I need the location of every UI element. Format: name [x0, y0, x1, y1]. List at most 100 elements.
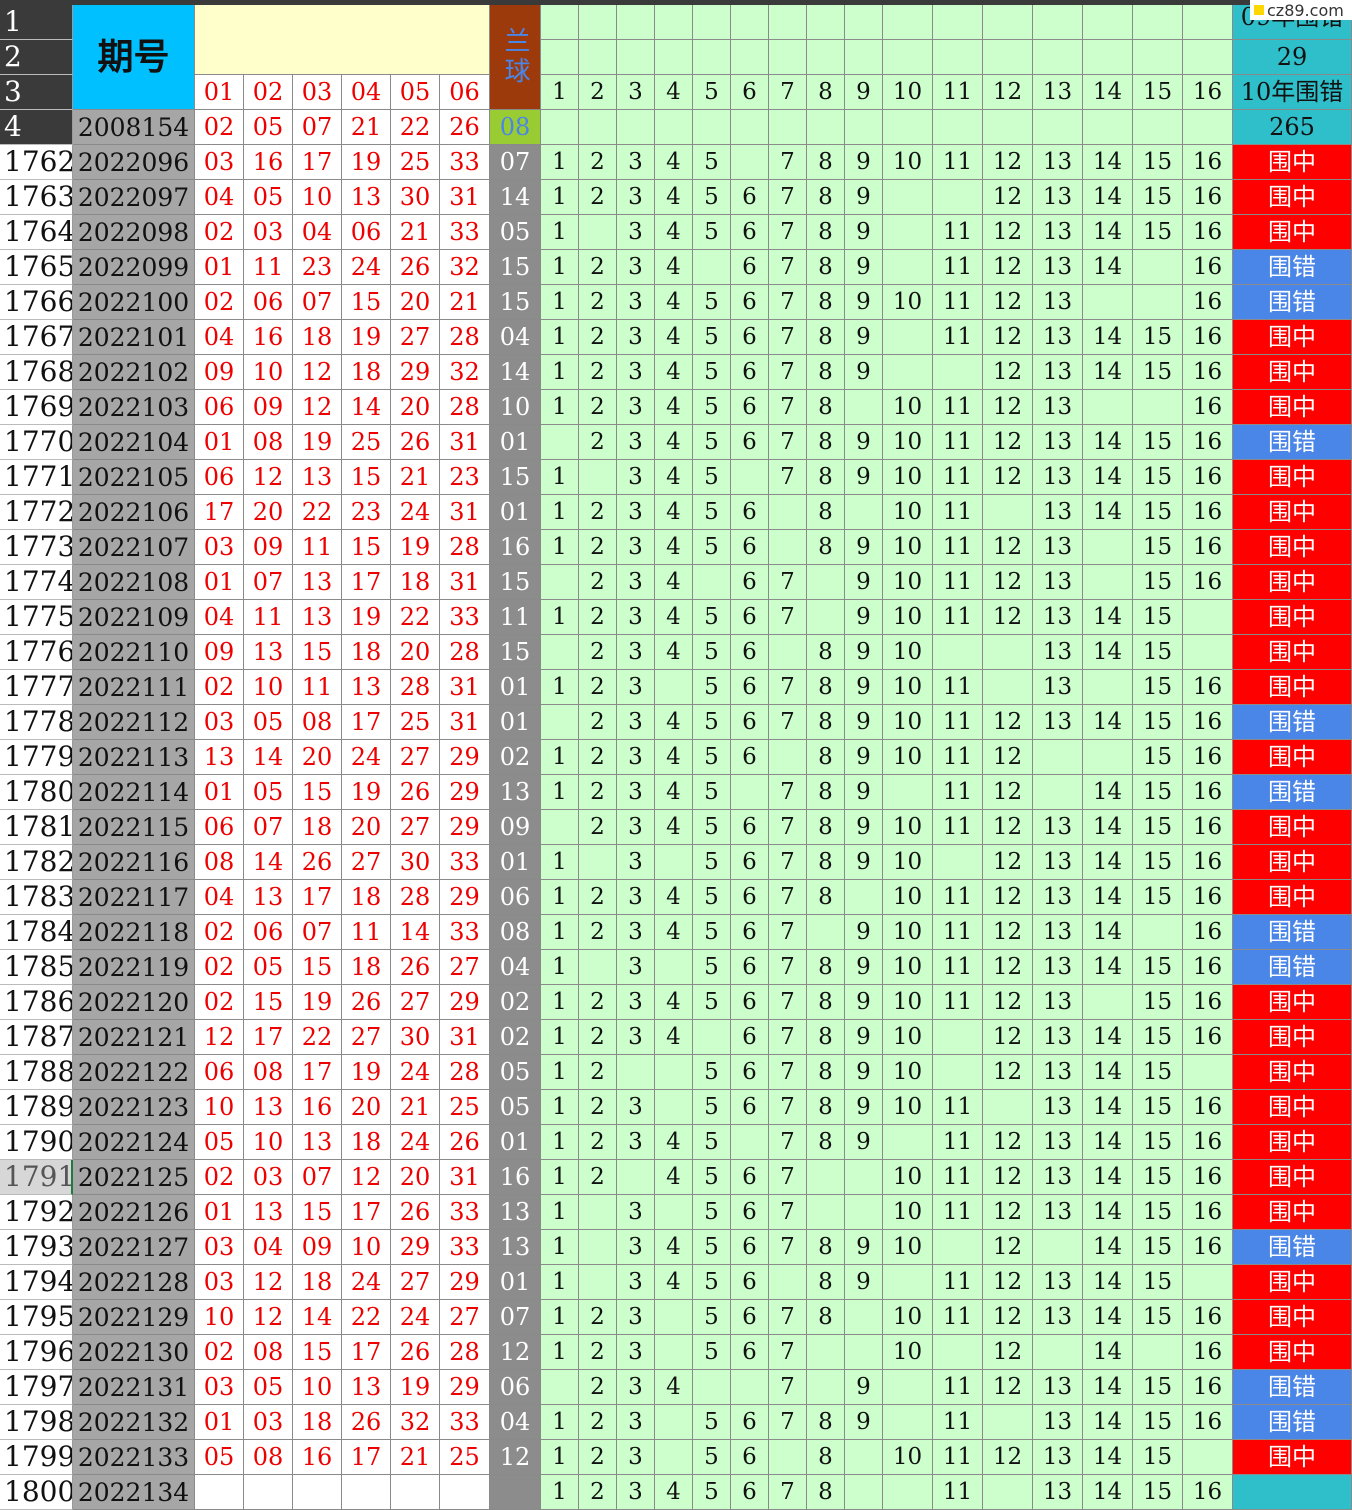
number-column-label[interactable]: 6: [731, 75, 769, 110]
red-ball[interactable]: 29: [391, 1230, 440, 1265]
candidate-number[interactable]: 16: [1183, 285, 1233, 320]
candidate-number[interactable]: 8: [807, 215, 845, 250]
red-ball-header-blank[interactable]: [195, 5, 490, 75]
candidate-number[interactable]: [1083, 985, 1133, 1020]
candidate-number[interactable]: 13: [1033, 1090, 1083, 1125]
result-hit[interactable]: 围中: [1233, 215, 1352, 250]
red-ball[interactable]: 11: [293, 530, 342, 565]
candidate-number[interactable]: 2: [579, 320, 617, 355]
candidate-number[interactable]: 9: [845, 740, 883, 775]
red-ball[interactable]: 18: [293, 810, 342, 845]
red-ball[interactable]: 20: [391, 285, 440, 320]
candidate-number[interactable]: 4: [655, 600, 693, 635]
red-ball[interactable]: 17: [293, 1055, 342, 1090]
red-ball[interactable]: 03: [195, 145, 244, 180]
red-ball[interactable]: 07: [293, 915, 342, 950]
candidate-number[interactable]: 6: [731, 250, 769, 285]
candidate-number[interactable]: 11: [933, 495, 983, 530]
candidate-number[interactable]: 13: [1033, 355, 1083, 390]
candidate-number[interactable]: 15: [1133, 705, 1183, 740]
red-ball[interactable]: 27: [342, 1020, 391, 1055]
candidate-number[interactable]: [1083, 740, 1133, 775]
red-ball[interactable]: 19: [391, 530, 440, 565]
red-ball[interactable]: 27: [391, 810, 440, 845]
candidate-number[interactable]: 13: [1033, 985, 1083, 1020]
result-miss[interactable]: 围错: [1233, 705, 1352, 740]
candidate-number[interactable]: 4: [655, 250, 693, 285]
candidate-number[interactable]: 1: [541, 355, 579, 390]
issue-number[interactable]: 2022110: [73, 635, 195, 670]
candidate-number[interactable]: 10: [883, 285, 933, 320]
issue-number[interactable]: 2022097: [73, 180, 195, 215]
candidate-number[interactable]: 10: [883, 635, 933, 670]
blue-ball[interactable]: 05: [490, 215, 541, 250]
issue-number[interactable]: 2022101: [73, 320, 195, 355]
number-header-blank[interactable]: [1033, 40, 1083, 75]
issue-number[interactable]: 2022120: [73, 985, 195, 1020]
candidate-number[interactable]: 1: [541, 915, 579, 950]
row-number[interactable]: 1800: [0, 1475, 73, 1510]
candidate-number[interactable]: 13: [1033, 1475, 1083, 1510]
red-ball[interactable]: 15: [342, 285, 391, 320]
candidate-number[interactable]: 7: [769, 145, 807, 180]
row-number[interactable]: 1781: [0, 810, 73, 845]
candidate-number[interactable]: 10: [883, 1055, 933, 1090]
candidate-number[interactable]: 13: [1033, 1125, 1083, 1160]
red-ball[interactable]: 03: [195, 1265, 244, 1300]
candidate-number[interactable]: 13: [1033, 1195, 1083, 1230]
candidate-number[interactable]: 16: [1183, 915, 1233, 950]
issue-number[interactable]: 2022096: [73, 145, 195, 180]
candidate-number[interactable]: 1: [541, 495, 579, 530]
candidate-number[interactable]: 12: [983, 1370, 1033, 1405]
red-ball[interactable]: 11: [244, 600, 293, 635]
candidate-number[interactable]: 4: [655, 1160, 693, 1195]
candidate-number[interactable]: 16: [1183, 425, 1233, 460]
candidate-number[interactable]: 6: [731, 740, 769, 775]
red-ball[interactable]: 18: [293, 320, 342, 355]
row-number[interactable]: 1799: [0, 1440, 73, 1475]
candidate-number[interactable]: 12: [983, 320, 1033, 355]
candidate-number[interactable]: 7: [769, 915, 807, 950]
candidate-number[interactable]: 11: [933, 1405, 983, 1440]
red-ball[interactable]: 01: [195, 565, 244, 600]
candidate-number[interactable]: [1133, 915, 1183, 950]
candidate-number[interactable]: 3: [617, 1265, 655, 1300]
issue-number[interactable]: 2022129: [73, 1300, 195, 1335]
candidate-number[interactable]: 14: [1083, 1125, 1133, 1160]
candidate-number[interactable]: 16: [1183, 775, 1233, 810]
red-ball[interactable]: 15: [293, 775, 342, 810]
blue-ball[interactable]: 01: [490, 845, 541, 880]
red-ball[interactable]: 19: [342, 775, 391, 810]
candidate-number[interactable]: 16: [1183, 1090, 1233, 1125]
candidate-number[interactable]: [845, 495, 883, 530]
candidate-number[interactable]: 5: [693, 810, 731, 845]
result-miss[interactable]: 围错: [1233, 1230, 1352, 1265]
candidate-number[interactable]: 3: [617, 460, 655, 495]
candidate-number[interactable]: 15: [1133, 1090, 1183, 1125]
candidate-number[interactable]: 5: [693, 145, 731, 180]
candidate-number[interactable]: 5: [693, 880, 731, 915]
red-ball[interactable]: 26: [342, 1405, 391, 1440]
candidate-number[interactable]: 16: [1183, 460, 1233, 495]
candidate-number[interactable]: 16: [1183, 705, 1233, 740]
candidate-number[interactable]: 14: [1083, 460, 1133, 495]
candidate-number[interactable]: 8: [807, 880, 845, 915]
red-ball[interactable]: 26: [391, 1195, 440, 1230]
row-number[interactable]: 1787: [0, 1020, 73, 1055]
row-number[interactable]: 1765: [0, 250, 73, 285]
candidate-number[interactable]: 1: [541, 880, 579, 915]
candidate-number[interactable]: [883, 1125, 933, 1160]
result-hit[interactable]: 围中: [1233, 810, 1352, 845]
result-miss[interactable]: 围错: [1233, 425, 1352, 460]
stat-label-10[interactable]: 10年围错: [1233, 75, 1352, 110]
number-header-blank[interactable]: [1183, 5, 1233, 40]
red-ball[interactable]: [244, 1475, 293, 1510]
candidate-number[interactable]: 7: [769, 845, 807, 880]
issue-number[interactable]: 2022113: [73, 740, 195, 775]
candidate-number[interactable]: [579, 460, 617, 495]
stat-value-09[interactable]: 29: [1233, 40, 1352, 75]
candidate-number[interactable]: 10: [883, 670, 933, 705]
red-ball[interactable]: 19: [342, 320, 391, 355]
candidate-number[interactable]: 15: [1133, 145, 1183, 180]
red-ball[interactable]: 17: [195, 495, 244, 530]
